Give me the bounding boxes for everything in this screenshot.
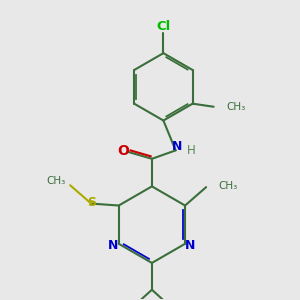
Text: S: S <box>88 196 97 208</box>
Text: O: O <box>118 144 130 158</box>
Text: N: N <box>108 239 118 252</box>
Text: H: H <box>188 144 196 157</box>
Text: CH₃: CH₃ <box>46 176 65 186</box>
Text: CH₃: CH₃ <box>226 102 245 112</box>
Text: Cl: Cl <box>156 20 170 33</box>
Text: N: N <box>172 140 182 153</box>
Text: CH₃: CH₃ <box>219 182 238 191</box>
Text: N: N <box>185 239 196 252</box>
